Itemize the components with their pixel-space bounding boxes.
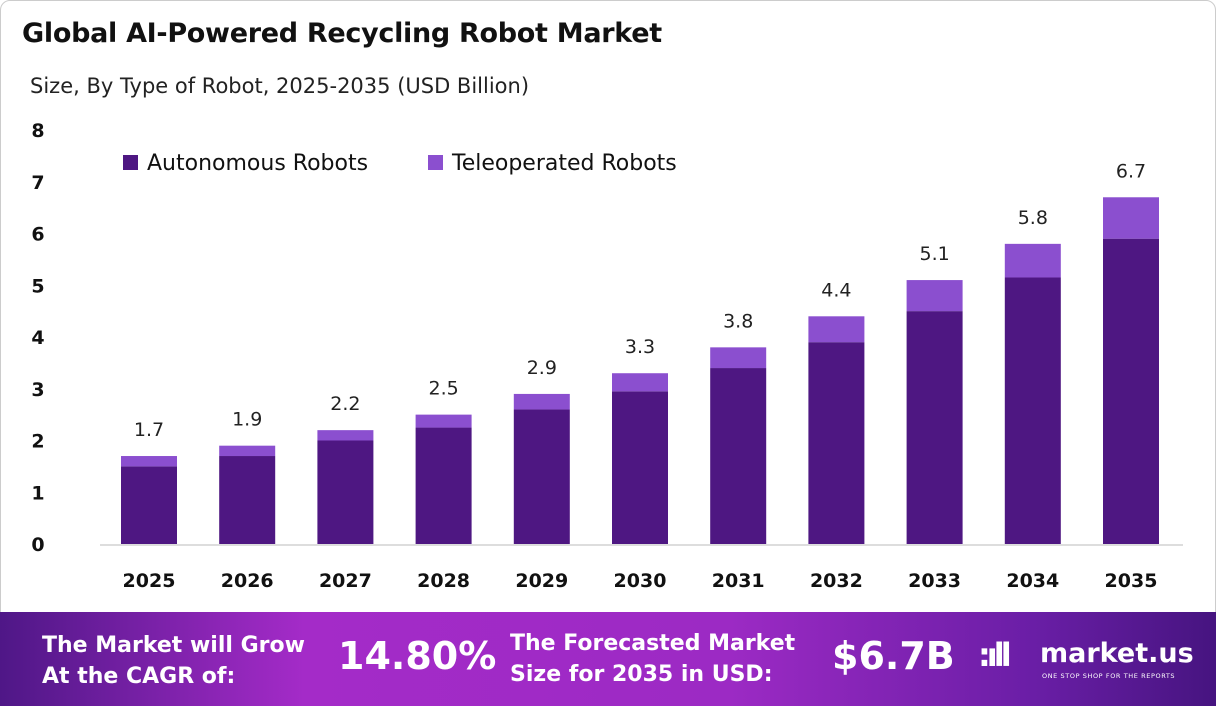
legend-label-teleoperated: Teleoperated Robots — [451, 151, 677, 176]
bar-teleoperated-2034 — [1004, 243, 1061, 278]
y-tick-label: 0 — [31, 534, 44, 556]
bar-teleoperated-2026 — [219, 445, 276, 457]
chart-title: Global AI-Powered Recycling Robot Market — [22, 18, 662, 49]
bar-autonomous-2029 — [513, 409, 570, 544]
bar-autonomous-2030 — [612, 391, 668, 544]
legend-swatch-autonomous — [123, 155, 138, 170]
forecast-label-line2: Size for 2035 in USD: — [510, 662, 773, 687]
footer-banner: The Market will Grow At the CAGR of: 14.… — [0, 612, 1216, 706]
y-tick-label: 1 — [31, 482, 44, 504]
y-tick-label: 6 — [31, 224, 44, 246]
bar-autonomous-2025 — [121, 466, 177, 544]
y-tick-label: 5 — [31, 275, 44, 297]
bar-autonomous-2027 — [317, 440, 374, 544]
bar-teleoperated-2028 — [415, 414, 472, 428]
chart-subtitle: Size, By Type of Robot, 2025-2035 (USD B… — [30, 74, 530, 98]
x-tick-label: 2033 — [908, 570, 961, 592]
bar-teleoperated-2033 — [906, 280, 963, 312]
total-label-2030: 3.3 — [625, 336, 655, 358]
bar-autonomous-2026 — [219, 456, 276, 544]
bar-autonomous-2031 — [710, 368, 767, 544]
total-label-2026: 1.9 — [232, 409, 262, 431]
bar-autonomous-2033 — [906, 311, 963, 544]
total-label-2028: 2.5 — [428, 378, 458, 400]
y-tick-label: 2 — [31, 431, 44, 453]
bar-teleoperated-2029 — [513, 393, 570, 410]
bar-teleoperated-2032 — [808, 316, 865, 343]
y-tick-label: 3 — [31, 379, 44, 401]
bar-teleoperated-2030 — [612, 373, 668, 392]
total-label-2034: 5.8 — [1018, 207, 1048, 229]
bar-teleoperated-2031 — [710, 347, 767, 369]
total-label-2027: 2.2 — [330, 393, 360, 415]
x-tick-label: 2028 — [417, 570, 470, 592]
forecast-value: $6.7B — [832, 634, 955, 678]
x-tick-label: 2034 — [1006, 570, 1059, 592]
legend-label-autonomous: Autonomous Robots — [147, 151, 368, 176]
x-tick-label: 2027 — [319, 570, 372, 592]
x-tick-label: 2032 — [810, 570, 863, 592]
forecast-label-line1: The Forecasted Market — [510, 631, 796, 656]
bar-teleoperated-2035 — [1103, 197, 1159, 239]
logo-tagline: ONE STOP SHOP FOR THE REPORTS — [1042, 672, 1176, 680]
x-tick-label: 2029 — [515, 570, 568, 592]
total-label-2035: 6.7 — [1116, 160, 1146, 182]
cagr-label: The Market will Grow At the CAGR of: — [42, 630, 305, 692]
logo-icon: :ıll — [978, 636, 1012, 674]
bar-autonomous-2028 — [415, 427, 472, 544]
forecast-label: The Forecasted Market Size for 2035 in U… — [510, 628, 795, 690]
stacked-bar-chart: 0 1 2 3 4 5 6 7 8 1.7 2025 1.9 2026 2.2 2027 2.5 2028 2.9… — [31, 120, 1183, 592]
y-tick-label: 4 — [31, 327, 44, 349]
bar-teleoperated-2027 — [317, 430, 374, 441]
cagr-label-line2: At the CAGR of: — [42, 664, 236, 689]
x-tick-label: 2031 — [712, 570, 765, 592]
y-tick-label: 8 — [31, 120, 44, 142]
total-label-2032: 4.4 — [821, 279, 851, 301]
bar-teleoperated-2025 — [121, 456, 177, 467]
cagr-label-line1: The Market will Grow — [42, 633, 305, 658]
x-tick-label: 2030 — [614, 570, 667, 592]
bar-autonomous-2032 — [808, 342, 865, 544]
total-label-2031: 3.8 — [723, 310, 753, 332]
legend-swatch-teleoperated — [428, 155, 443, 170]
bar-autonomous-2035 — [1103, 238, 1159, 545]
logo-name: market.us — [1040, 638, 1194, 669]
total-label-2025: 1.7 — [134, 419, 164, 441]
bar-autonomous-2034 — [1004, 277, 1061, 544]
x-tick-label: 2035 — [1105, 570, 1158, 592]
y-tick-label: 7 — [31, 172, 44, 194]
total-label-2029: 2.9 — [527, 357, 557, 379]
x-tick-label: 2026 — [221, 570, 274, 592]
cagr-value: 14.80% — [338, 634, 497, 678]
x-tick-label: 2025 — [123, 570, 176, 592]
total-label-2033: 5.1 — [919, 243, 949, 265]
